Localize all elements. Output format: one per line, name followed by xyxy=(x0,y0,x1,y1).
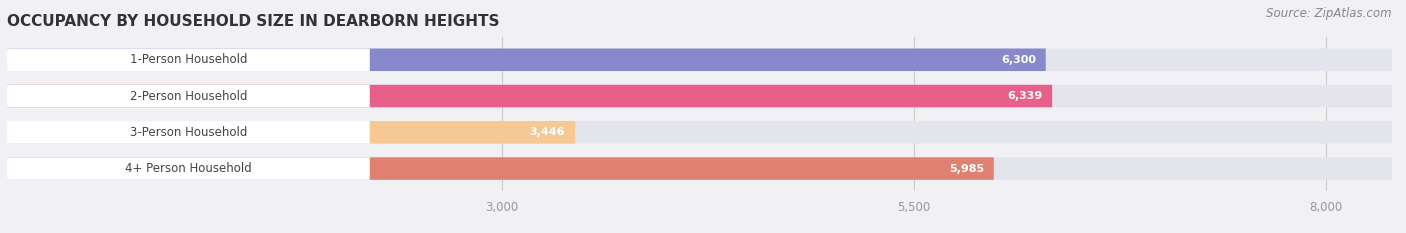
FancyBboxPatch shape xyxy=(7,121,1392,144)
FancyBboxPatch shape xyxy=(7,85,1052,107)
Text: 6,300: 6,300 xyxy=(1001,55,1036,65)
FancyBboxPatch shape xyxy=(7,157,370,180)
FancyBboxPatch shape xyxy=(7,157,994,180)
Text: 1-Person Household: 1-Person Household xyxy=(129,53,247,66)
Text: 2-Person Household: 2-Person Household xyxy=(129,89,247,103)
FancyBboxPatch shape xyxy=(7,157,1392,180)
Text: 3,446: 3,446 xyxy=(530,127,565,137)
FancyBboxPatch shape xyxy=(7,48,1392,71)
FancyBboxPatch shape xyxy=(7,85,370,107)
Text: OCCUPANCY BY HOUSEHOLD SIZE IN DEARBORN HEIGHTS: OCCUPANCY BY HOUSEHOLD SIZE IN DEARBORN … xyxy=(7,14,499,29)
Text: Source: ZipAtlas.com: Source: ZipAtlas.com xyxy=(1267,7,1392,20)
Text: 5,985: 5,985 xyxy=(949,164,984,174)
FancyBboxPatch shape xyxy=(7,121,370,144)
Text: 4+ Person Household: 4+ Person Household xyxy=(125,162,252,175)
FancyBboxPatch shape xyxy=(7,48,1046,71)
FancyBboxPatch shape xyxy=(7,85,1392,107)
FancyBboxPatch shape xyxy=(7,121,575,144)
FancyBboxPatch shape xyxy=(7,48,370,71)
Text: 6,339: 6,339 xyxy=(1007,91,1042,101)
Text: 3-Person Household: 3-Person Household xyxy=(129,126,247,139)
